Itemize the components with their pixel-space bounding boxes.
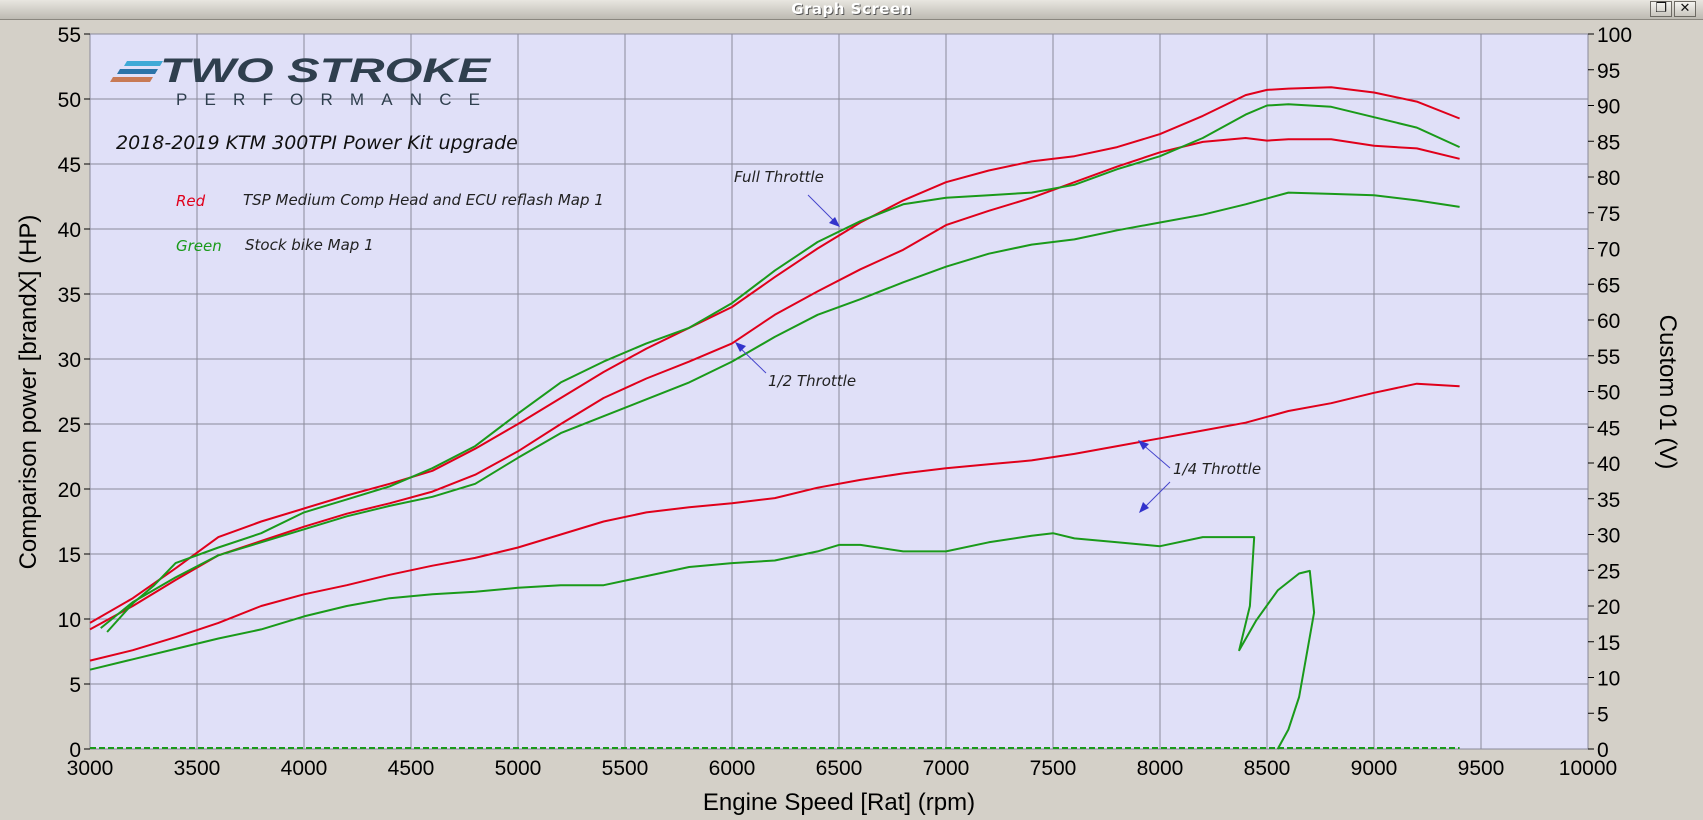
x-tick-label: 5000 — [495, 757, 542, 780]
chart-annotation-title: 2018-2019 KTM 300TPI Power Kit upgrade — [116, 132, 518, 154]
axis-ticks: 3000 3500 4000 4500 5000 5500 6000 6500 7000 7500… — [58, 24, 1632, 780]
x-tick-label: 6000 — [709, 757, 756, 780]
legend-key-green: Green — [176, 237, 222, 255]
x-tick-label: 5500 — [602, 757, 649, 780]
legend-desc-red: TSP Medium Comp Head and ECU reflash Map… — [243, 191, 604, 209]
x-tick-label: 8500 — [1244, 757, 1291, 780]
restore-window-icon[interactable]: ❐ — [1650, 1, 1672, 17]
y-tick-label: 20 — [58, 479, 81, 502]
window-title: Graph Screen — [791, 0, 912, 18]
series-line-4 — [106, 103, 1461, 633]
window-titlebar: Graph Screen ❐ ✕ — [0, 0, 1703, 20]
y2-tick-label: 85 — [1597, 131, 1620, 154]
y2-tick-label: 90 — [1597, 96, 1620, 119]
y2-tick-label: 20 — [1597, 596, 1620, 619]
series-line-5 — [100, 191, 1460, 629]
full-throttle-label: Full Throttle — [734, 168, 824, 186]
x-tick-label: 6500 — [816, 757, 863, 780]
quarter-throttle-arrow-up — [1140, 442, 1171, 469]
y-tick-label: 25 — [58, 414, 81, 437]
x-tick-label: 9000 — [1351, 757, 1398, 780]
y-tick-label: 15 — [58, 544, 81, 567]
quarter-throttle-arrow-down — [1141, 481, 1171, 511]
half-throttle-label: 1/2 Throttle — [768, 372, 856, 390]
y2-tick-label: 40 — [1597, 453, 1620, 476]
x-tick-label: 3000 — [67, 757, 114, 780]
x-axis-label: Engine Speed [Rat] (rpm) — [703, 789, 975, 816]
y2-tick-label: 35 — [1597, 489, 1620, 512]
y-tick-label: 0 — [69, 739, 81, 762]
x-tick-label: 9500 — [1458, 757, 1505, 780]
y2-tick-label: 95 — [1597, 60, 1620, 83]
x-tick-label: 4000 — [281, 757, 328, 780]
y-axis-label: Comparison power [brandX] (HP) — [15, 215, 42, 570]
y2-tick-label: 70 — [1597, 239, 1620, 262]
y2-tick-label: 25 — [1597, 560, 1620, 583]
y-tick-label: 40 — [58, 219, 81, 242]
y2-tick-label: 65 — [1597, 274, 1620, 297]
half-throttle-arrowhead — [735, 342, 746, 352]
y2-tick-label: 10 — [1597, 668, 1620, 691]
y-tick-label: 55 — [58, 24, 81, 47]
y-tick-label: 30 — [58, 349, 81, 372]
series-line-1 — [89, 86, 1460, 624]
y-tick-label: 50 — [58, 89, 81, 112]
y2-tick-label: 15 — [1597, 632, 1620, 655]
y2-tick-label: 100 — [1597, 24, 1632, 47]
legend-desc-green: Stock bike Map 1 — [245, 236, 374, 254]
logo-brand: TWO STROKE — [160, 52, 492, 90]
y-tick-label: 5 — [69, 674, 81, 697]
y2-tick-label: 75 — [1597, 203, 1620, 226]
x-tick-label: 7500 — [1030, 757, 1077, 780]
y2-tick-label: 5 — [1597, 703, 1609, 726]
y-tick-label: 35 — [58, 284, 81, 307]
series-line-3 — [89, 382, 1460, 662]
x-tick-label: 10000 — [1559, 757, 1617, 780]
y2-axis-label: Custom 01 (V) — [1654, 315, 1681, 470]
close-icon[interactable]: ✕ — [1674, 1, 1696, 17]
y2-tick-label: 55 — [1597, 346, 1620, 369]
y2-tick-label: 0 — [1597, 739, 1609, 762]
y2-tick-label: 45 — [1597, 417, 1620, 440]
dyno-chart: 3000 3500 4000 4500 5000 5500 6000 6500 7000 7500… — [0, 20, 1703, 820]
x-tick-label: 4500 — [388, 757, 435, 780]
y-tick-label: 45 — [58, 154, 81, 177]
quarter-throttle-arrowhead-down — [1139, 502, 1149, 513]
y2-tick-label: 50 — [1597, 382, 1620, 405]
logo-stripe — [110, 77, 153, 82]
series-line-6 — [89, 532, 1316, 750]
x-tick-label: 7000 — [923, 757, 970, 780]
x-tick-label: 8000 — [1137, 757, 1184, 780]
full-throttle-arrowhead — [829, 217, 840, 227]
logo-stripe — [117, 69, 158, 74]
x-tick-label: 3500 — [174, 757, 221, 780]
y2-tick-label: 30 — [1597, 525, 1620, 548]
legend-key-red: Red — [176, 192, 206, 210]
y2-tick-label: 60 — [1597, 310, 1620, 333]
series-line-2 — [89, 137, 1460, 631]
quarter-throttle-label: 1/4 Throttle — [1173, 460, 1261, 478]
y2-tick-label: 80 — [1597, 167, 1620, 190]
logo-stripe — [124, 61, 163, 66]
quarter-throttle-arrowhead-up — [1138, 440, 1149, 450]
series-layer — [89, 86, 1461, 750]
y-tick-label: 10 — [58, 609, 81, 632]
